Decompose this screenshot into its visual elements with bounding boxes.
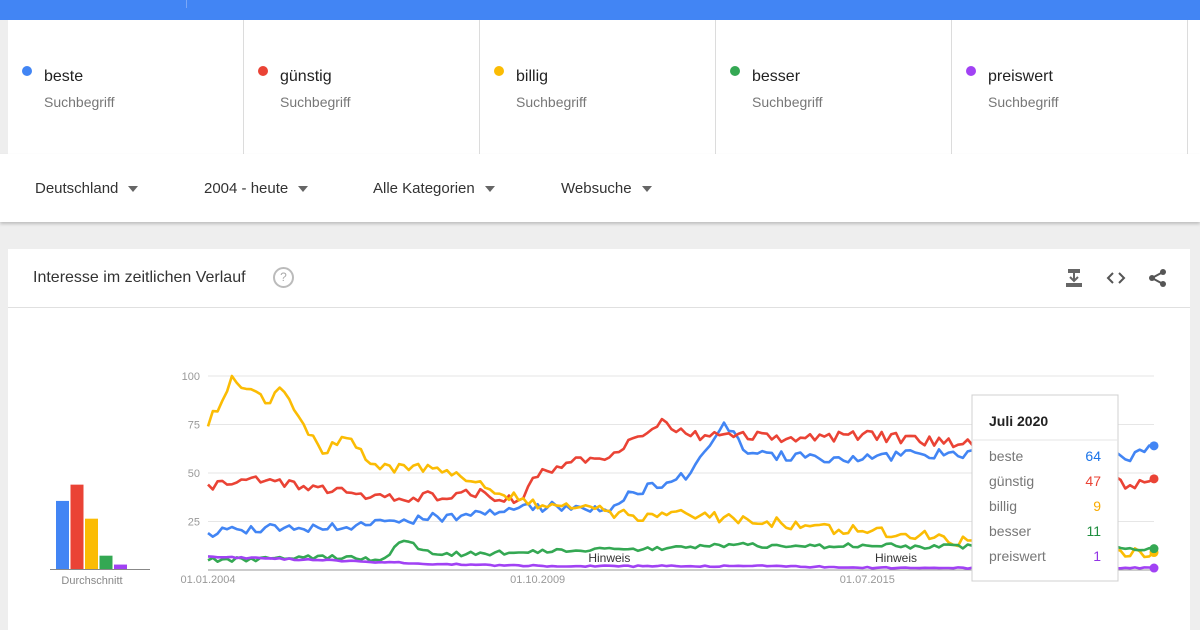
y-tick-label: 25 [188,517,200,529]
tooltip-row-label: preiswert [989,548,1046,564]
top-app-bar [0,0,1200,20]
tooltip-row-value: 9 [1093,498,1101,514]
term-name: günstig [280,68,332,85]
term-card-beste[interactable]: beste Suchbegriff [8,20,244,154]
term-type: Suchbegriff [516,94,587,110]
series-end-point-beste [1149,441,1159,451]
chevron-down-icon [298,186,309,193]
x-tick-label: 01.07.2015 [840,574,895,586]
tooltip-box [971,394,1119,582]
tooltip-row-value: 11 [1086,523,1101,539]
term-card-preiswert[interactable]: preiswert Suchbegriff [952,20,1188,154]
tooltip-title: Juli 2020 [989,413,1048,429]
region-label: Deutschland [35,180,119,197]
time-range-label: 2004 - heute [204,180,289,197]
top-bar-divider [186,0,187,8]
region-dropdown[interactable]: Deutschland [35,180,139,197]
term-type: Suchbegriff [752,94,823,110]
help-icon[interactable]: ? [273,267,294,288]
average-label: Durchschnitt [61,575,122,587]
term-card-guenstig[interactable]: günstig Suchbegriff [244,20,480,154]
series-end-point-besser [1149,544,1159,554]
share-icon[interactable] [1147,267,1169,289]
term-card-billig[interactable]: billig Suchbegriff [480,20,716,154]
term-type: Suchbegriff [44,94,115,110]
x-tick-label: 01.10.2009 [510,574,565,586]
y-tick-label: 100 [182,371,200,383]
embed-icon[interactable] [1105,267,1127,289]
category-dropdown[interactable]: Alle Kategorien [373,180,495,197]
chevron-down-icon [641,186,652,193]
search-type-label: Websuche [561,180,632,197]
term-name: beste [44,68,84,85]
tooltip-row-value: 64 [1085,448,1101,464]
chevron-down-icon [128,186,139,193]
average-bar-preiswert [114,564,127,569]
y-tick-label: 50 [188,468,200,480]
y-tick-label: 75 [188,420,200,432]
hinweis-note: Hinweis [875,551,917,565]
average-bar-günstig [70,484,84,569]
x-tick-label: 01.01.2004 [180,574,235,586]
tooltip-row-label: besser [989,523,1031,539]
term-color-dot [22,66,32,76]
term-color-dot [258,66,268,76]
average-bar-besser [99,555,113,569]
card-title: Interesse im zeitlichen Verlauf [33,269,246,286]
term-name: besser [752,68,801,85]
term-name: billig [516,68,549,85]
term-color-dot [730,66,740,76]
term-color-dot [966,66,976,76]
series-end-point-preiswert [1149,563,1159,573]
search-type-dropdown[interactable]: Websuche [561,180,652,197]
term-card-besser[interactable]: besser Suchbegriff [716,20,952,154]
chevron-down-icon [484,186,495,193]
average-bar-billig [85,518,98,569]
tooltip-row-label: günstig [989,473,1034,489]
term-type: Suchbegriff [988,94,1059,110]
card-header: Interesse im zeitlichen Verlauf ? [8,249,1190,308]
tooltip-row-value: 1 [1093,548,1101,564]
average-bar-beste [56,500,69,569]
term-name: preiswert [988,68,1053,85]
time-range-dropdown[interactable]: 2004 - heute [204,180,309,197]
hinweis-note: Hinweis [588,551,630,565]
tooltip-row-value: 47 [1085,473,1101,489]
term-color-dot [494,66,504,76]
series-end-point-günstig [1149,474,1159,484]
tooltip-row-label: beste [989,448,1023,464]
category-label: Alle Kategorien [373,180,475,197]
tooltip-row-label: billig [989,498,1017,514]
download-icon[interactable] [1063,267,1085,289]
term-type: Suchbegriff [280,94,351,110]
filter-bar: Deutschland 2004 - heute Alle Kategorien… [0,154,1200,222]
